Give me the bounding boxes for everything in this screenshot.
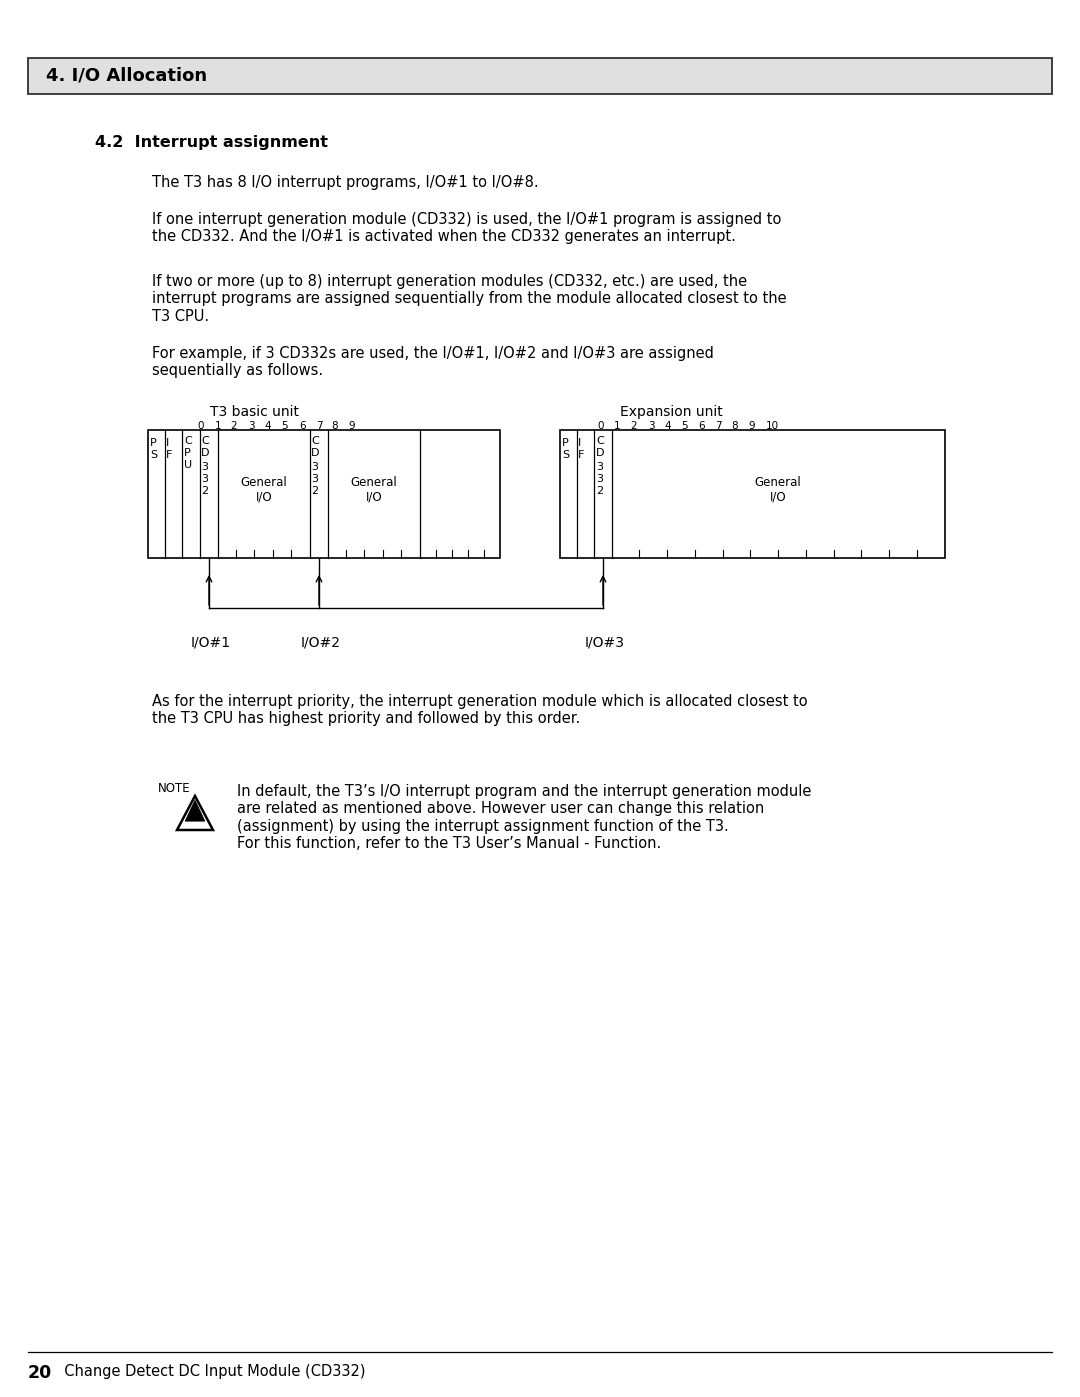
Text: 2: 2: [231, 420, 238, 432]
Text: P: P: [184, 448, 191, 458]
Text: 6: 6: [699, 420, 705, 432]
Text: 4: 4: [664, 420, 672, 432]
Text: 2: 2: [596, 486, 603, 496]
Text: General: General: [241, 476, 287, 489]
Text: The T3 has 8 I/O interrupt programs, I/O#1 to I/O#8.: The T3 has 8 I/O interrupt programs, I/O…: [152, 175, 539, 190]
Text: 9: 9: [349, 420, 355, 432]
Text: 4: 4: [265, 420, 271, 432]
Text: 0: 0: [597, 420, 604, 432]
Text: 2: 2: [631, 420, 637, 432]
Text: T3 basic unit: T3 basic unit: [210, 405, 299, 419]
Text: If two or more (up to 8) interrupt generation modules (CD332, etc.) are used, th: If two or more (up to 8) interrupt gener…: [152, 274, 786, 324]
Text: 2: 2: [201, 486, 208, 496]
Text: C: C: [596, 436, 604, 446]
Text: I/O: I/O: [256, 490, 272, 503]
Text: 0: 0: [198, 420, 204, 432]
Polygon shape: [185, 800, 205, 821]
Text: For example, if 3 CD332s are used, the I/O#1, I/O#2 and I/O#3 are assigned
seque: For example, if 3 CD332s are used, the I…: [152, 346, 714, 379]
Text: General: General: [755, 476, 801, 489]
Text: 10: 10: [766, 420, 779, 432]
Text: 4.2  Interrupt assignment: 4.2 Interrupt assignment: [95, 136, 328, 149]
Text: 3: 3: [311, 474, 318, 483]
Text: 3: 3: [311, 462, 318, 472]
Text: 1: 1: [613, 420, 620, 432]
Text: I: I: [166, 439, 170, 448]
Text: Change Detect DC Input Module (CD332): Change Detect DC Input Module (CD332): [55, 1363, 365, 1379]
Text: 7: 7: [315, 420, 322, 432]
Text: 5: 5: [681, 420, 688, 432]
Text: General: General: [351, 476, 397, 489]
Text: 20: 20: [28, 1363, 52, 1382]
Text: 2: 2: [311, 486, 319, 496]
Text: I/O#2: I/O#2: [301, 636, 341, 650]
Text: P: P: [562, 439, 569, 448]
Text: C: C: [201, 436, 208, 446]
Text: C: C: [311, 436, 319, 446]
Text: I/O#1: I/O#1: [191, 636, 231, 650]
Text: F: F: [578, 450, 584, 460]
Text: S: S: [150, 450, 157, 460]
Text: In default, the T3’s I/O interrupt program and the interrupt generation module
a: In default, the T3’s I/O interrupt progr…: [237, 784, 811, 851]
Text: NOTE: NOTE: [158, 782, 191, 795]
Text: 8: 8: [731, 420, 739, 432]
Text: Expansion unit: Expansion unit: [620, 405, 723, 419]
Text: 6: 6: [299, 420, 307, 432]
Text: D: D: [311, 448, 320, 458]
Bar: [148, 430, 500, 557]
Text: 3: 3: [596, 462, 603, 472]
Text: U: U: [184, 460, 192, 469]
Text: 3: 3: [596, 474, 603, 483]
Bar: [28, 59, 1052, 94]
Text: 3: 3: [201, 474, 208, 483]
Text: 3: 3: [648, 420, 654, 432]
Text: C: C: [184, 436, 192, 446]
Text: 3: 3: [201, 462, 208, 472]
Text: I: I: [578, 439, 581, 448]
Text: I/O: I/O: [366, 490, 382, 503]
Text: 3: 3: [247, 420, 254, 432]
Text: D: D: [201, 448, 210, 458]
Text: F: F: [166, 450, 173, 460]
Text: S: S: [562, 450, 569, 460]
Text: 1: 1: [215, 420, 221, 432]
Text: D: D: [596, 448, 605, 458]
Text: 8: 8: [332, 420, 338, 432]
Text: 9: 9: [748, 420, 755, 432]
Text: 5: 5: [282, 420, 288, 432]
Text: I/O: I/O: [770, 490, 786, 503]
Text: P: P: [150, 439, 157, 448]
Polygon shape: [177, 796, 213, 830]
Text: If one interrupt generation module (CD332) is used, the I/O#1 program is assigne: If one interrupt generation module (CD33…: [152, 212, 781, 244]
Text: 7: 7: [715, 420, 721, 432]
Text: I/O#3: I/O#3: [585, 636, 625, 650]
Text: 4. I/O Allocation: 4. I/O Allocation: [46, 66, 207, 84]
Text: As for the interrupt priority, the interrupt generation module which is allocate: As for the interrupt priority, the inter…: [152, 694, 808, 726]
Bar: [561, 430, 945, 557]
